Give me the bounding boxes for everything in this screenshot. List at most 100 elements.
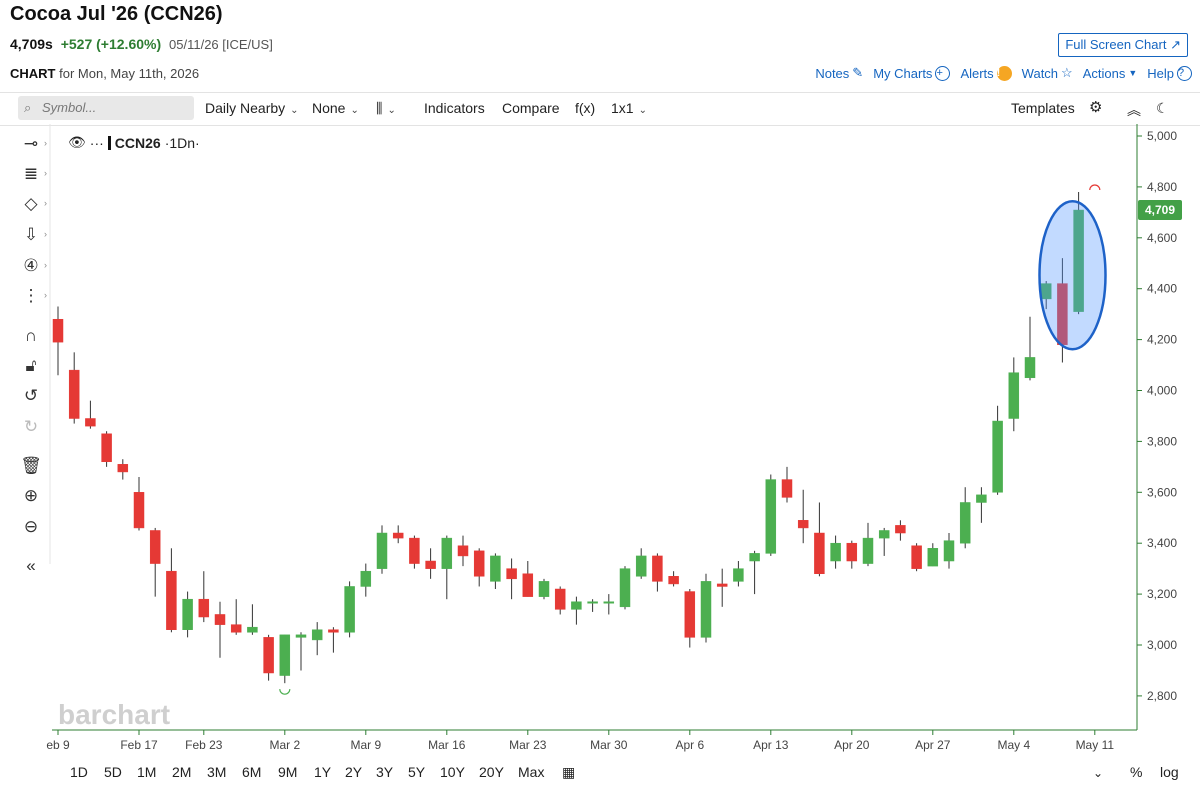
- candle: [830, 535, 841, 569]
- actions-menu[interactable]: Actions ▼: [1083, 66, 1138, 81]
- overlay-dropdown[interactable]: None ⌄: [312, 100, 359, 116]
- candle-body: [603, 601, 615, 604]
- fx-button[interactable]: f(x): [575, 100, 596, 116]
- timeframe-5d[interactable]: 5D: [104, 764, 122, 780]
- trash-icon[interactable]: 🗑︎: [20, 456, 42, 475]
- price-chart[interactable]: barchart 2,800 3,000 3,200 3,400 3,600 3,800 4…: [0, 124, 1200, 760]
- zoom-in-icon[interactable]: ⊕: [23, 486, 39, 505]
- redo-icon[interactable]: ↻: [23, 417, 39, 436]
- candle-body: [862, 537, 874, 564]
- eye-icon[interactable]: 👁︎: [68, 134, 86, 150]
- chart-type-dropdown[interactable]: ⫼ ⌄: [376, 100, 396, 117]
- alert-icon: !: [996, 65, 1012, 81]
- candle-body: [1024, 357, 1036, 379]
- timeframe-max[interactable]: Max: [518, 764, 545, 780]
- y-tick-label: 4,000: [1147, 384, 1177, 398]
- timeframe-10y[interactable]: 10Y: [440, 764, 465, 780]
- timeframe-1m[interactable]: 1M: [137, 764, 157, 780]
- candle: [668, 571, 679, 587]
- quote-date-exchange: 05/11/26 [ICE/US]: [169, 37, 273, 52]
- chart-word: CHART: [10, 66, 56, 81]
- notes-link[interactable]: Notes ✎: [815, 65, 863, 81]
- x-tick-label: Mar 30: [590, 738, 628, 752]
- zoom-out-icon[interactable]: ⊖: [23, 517, 39, 536]
- chart-toolbar: ⌕ Symbol... Daily Nearby ⌄ None ⌄ ⫼ ⌄ Indic…: [0, 92, 1200, 126]
- settings-gear-icon[interactable]: ⚙: [1089, 99, 1103, 116]
- timeframe-5y[interactable]: 5Y: [408, 764, 426, 780]
- candle: [927, 543, 939, 567]
- timeframe-3y[interactable]: 3Y: [376, 764, 394, 780]
- fibonacci-tool-icon[interactable]: ≣ ›: [23, 164, 47, 183]
- chart-legend: 👁︎ ··· CCN26 ·1Dn·: [68, 134, 200, 151]
- barchart-watermark: barchart: [58, 699, 170, 730]
- timeframe-1d[interactable]: 1D: [70, 764, 88, 780]
- timeframe-2m[interactable]: 2M: [172, 764, 192, 780]
- pattern-tool-icon[interactable]: ⋮ ›: [22, 286, 48, 305]
- candle-body: [133, 492, 145, 529]
- chevron-down-icon: ⌄: [350, 105, 359, 116]
- timeframe-3m[interactable]: 3M: [207, 764, 227, 780]
- shape-tool-icon[interactable]: ◇ ›: [24, 194, 47, 213]
- x-tick-label: Mar 23: [509, 738, 547, 752]
- timeframe-1y[interactable]: 1Y: [314, 764, 332, 780]
- candle: [85, 400, 96, 429]
- layout-dropdown[interactable]: 1x1 ⌄: [611, 100, 647, 116]
- help-link[interactable]: Help?: [1147, 65, 1192, 81]
- x-tick-label: May 4: [997, 738, 1030, 752]
- plus-circle-icon: +: [935, 65, 951, 81]
- candle: [473, 548, 485, 587]
- collapse-left-icon[interactable]: «: [26, 556, 36, 575]
- dark-mode-moon-icon[interactable]: ☾: [1156, 100, 1169, 116]
- candle: [554, 586, 566, 615]
- candle: [862, 522, 874, 567]
- unlock-icon[interactable]: 🔓︎: [25, 356, 37, 375]
- candle-body: [344, 586, 355, 633]
- y-tick-label: 4,200: [1147, 333, 1177, 347]
- timeframe-2y[interactable]: 2Y: [345, 764, 363, 780]
- candle-body: [911, 545, 922, 569]
- percent-scale-toggle[interactable]: %: [1130, 764, 1143, 780]
- indicators-button[interactable]: Indicators: [424, 100, 485, 116]
- compare-button[interactable]: Compare: [502, 100, 560, 116]
- number-marker-tool-icon[interactable]: ④ ›: [23, 256, 47, 275]
- candle-body: [409, 537, 420, 564]
- candle: [943, 533, 955, 569]
- candle: [846, 540, 858, 569]
- legend-dots[interactable]: ···: [89, 134, 104, 151]
- candle-body: [376, 532, 388, 569]
- my-charts-link[interactable]: My Charts +: [873, 65, 951, 81]
- templates-button[interactable]: Templates: [1011, 100, 1075, 116]
- log-scale-toggle[interactable]: log: [1160, 764, 1179, 780]
- undo-icon[interactable]: ↺: [23, 386, 39, 405]
- candle-body: [846, 542, 858, 562]
- candle: [263, 634, 274, 681]
- low-marker-arc: [279, 689, 291, 695]
- candle: [749, 550, 760, 595]
- alerts-link[interactable]: Alerts!: [960, 65, 1012, 81]
- watch-link[interactable]: Watch ☆: [1022, 65, 1073, 81]
- timeframe-9m[interactable]: 9M: [278, 764, 298, 780]
- timeframe-6m[interactable]: 6M: [242, 764, 262, 780]
- symbol-search-input[interactable]: ⌕ Symbol...: [18, 96, 194, 120]
- calendar-icon[interactable]: ▦: [562, 764, 576, 780]
- collapse-up-icon[interactable]: ︽: [1127, 102, 1141, 118]
- candle-body: [619, 568, 631, 608]
- arrow-down-tool-icon[interactable]: ⇩ ›: [23, 225, 47, 244]
- x-tick-label: Mar 2: [269, 738, 300, 752]
- page-title: Cocoa Jul '26 (CCN26): [10, 3, 223, 25]
- x-tick-label: Feb 23: [185, 738, 223, 752]
- candle-body: [506, 568, 517, 580]
- full-screen-chart-button[interactable]: Full Screen Chart ↗: [1058, 33, 1188, 57]
- line-tool-icon[interactable]: ⊸ ›: [23, 134, 47, 153]
- candle: [376, 525, 388, 574]
- search-icon: ⌕: [24, 100, 32, 115]
- star-icon: ☆: [1061, 65, 1073, 80]
- timeframe-20y[interactable]: 20Y: [479, 764, 504, 780]
- candle: [1024, 316, 1036, 381]
- double-chevron-down-icon[interactable]: ⌄: [1093, 766, 1104, 780]
- period-dropdown[interactable]: Daily Nearby ⌄: [205, 100, 299, 116]
- candle: [684, 589, 696, 648]
- candle: [538, 578, 550, 600]
- magnet-icon[interactable]: ∩: [24, 326, 38, 345]
- candle: [279, 634, 291, 684]
